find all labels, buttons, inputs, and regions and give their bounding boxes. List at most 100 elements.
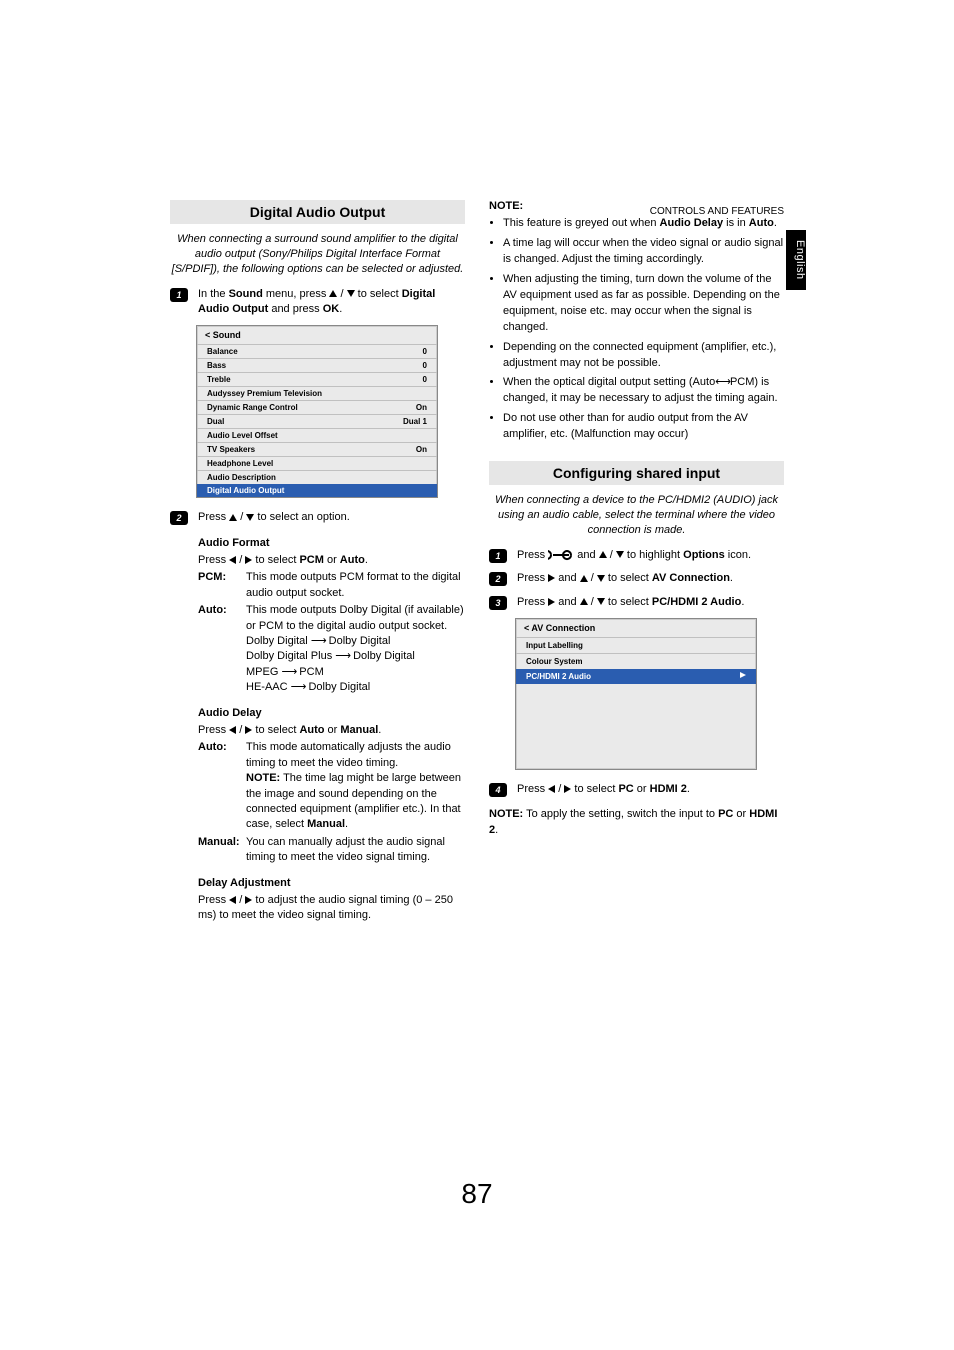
running-head: CONTROLS AND FEATURES — [650, 206, 784, 217]
page: CONTROLS AND FEATURES English Digital Au… — [0, 0, 954, 1350]
step-badge-4: 4 — [489, 783, 507, 797]
left-icon — [229, 896, 236, 904]
text: to select — [605, 596, 652, 608]
menu-row-highlight: Digital Audio Output — [197, 484, 437, 497]
up-icon — [229, 514, 237, 521]
up-icon — [580, 598, 588, 605]
intro-left: When connecting a surround sound amplifi… — [170, 232, 465, 277]
text: Dolby Digital Plus — [246, 650, 335, 662]
auto-option: Auto: This mode outputs Dolby Digital (i… — [198, 603, 465, 695]
bold: Options — [683, 549, 725, 561]
sound-menu-screenshot: < Sound Balance0Bass0Treble0Audyssey Pre… — [196, 325, 438, 498]
text: This mode automatically adjusts the audi… — [246, 741, 451, 768]
delay-auto-option: Auto: This mode automatically adjusts th… — [198, 740, 465, 832]
left-icon — [229, 556, 236, 564]
audio-format-block: Audio Format Press / to select PCM or Au… — [198, 536, 465, 569]
value: You can manually adjust the audio signal… — [246, 835, 465, 866]
value: This mode outputs PCM format to the digi… — [246, 570, 465, 601]
bold: OK — [323, 303, 340, 315]
chevron-right-icon — [740, 672, 746, 678]
audio-format-heading: Audio Format — [198, 536, 465, 551]
text: or — [634, 783, 650, 795]
text: HE-AAC — [246, 681, 291, 693]
two-column-layout: Digital Audio Output When connecting a s… — [170, 200, 784, 924]
footnote: NOTE: To apply the setting, switch the i… — [489, 807, 784, 838]
down-icon — [347, 290, 355, 297]
text: and — [555, 596, 579, 608]
step-badge-2: 2 — [489, 572, 507, 586]
menu-label: Digital Audio Output — [207, 486, 284, 495]
text: MPEG — [246, 666, 281, 678]
menu-row: Audio Description — [197, 470, 437, 484]
step-2-right: 2 Press and / to select AV Connection. — [489, 571, 784, 586]
bold: PC/HDMI 2 Audio — [652, 596, 741, 608]
step-1-right: 1 Press and / to highlight Options icon. — [489, 548, 784, 563]
step-1-text: Press and / to highlight Options icon. — [517, 548, 784, 563]
menu-row: Audio Level Offset — [197, 428, 437, 442]
text: to select an option. — [254, 511, 349, 523]
step-badge-1: 1 — [489, 549, 507, 563]
text: to select — [252, 724, 299, 736]
text: and — [555, 572, 579, 584]
text: Dolby Digital — [350, 650, 415, 662]
delay-adjustment-line: Press / to adjust the audio signal timin… — [198, 893, 465, 924]
pcm-option: PCM: This mode outputs PCM format to the… — [198, 570, 465, 601]
step-3-text: Press and / to select PC/HDMI 2 Audio. — [517, 595, 784, 610]
text: To apply the setting, switch the input t… — [523, 808, 718, 820]
step-4-text: Press / to select PC or HDMI 2. — [517, 782, 784, 797]
arrow-icon: ⟶ — [311, 635, 326, 647]
audio-format-line: Press / to select PCM or Auto. — [198, 553, 465, 568]
step-badge-3: 3 — [489, 596, 507, 610]
bold: NOTE: — [246, 772, 280, 784]
audio-delay-line: Press / to select Auto or Manual. — [198, 723, 465, 738]
note-item: When adjusting the timing, turn down the… — [503, 272, 784, 336]
bold: Manual — [340, 724, 378, 736]
text: or — [324, 724, 340, 736]
text: Press — [517, 572, 548, 584]
text: to adjust the audio signal timing (0 – 2… — [198, 894, 453, 921]
left-icon — [548, 785, 555, 793]
text: Press — [198, 554, 229, 566]
menu-row: Headphone Level — [197, 456, 437, 470]
note-block: NOTE: This feature is greyed out when Au… — [489, 200, 784, 443]
menu-row: DualDual 1 — [197, 414, 437, 428]
menu-row: Colour System — [516, 653, 756, 669]
up-icon — [329, 290, 337, 297]
text: or — [324, 554, 340, 566]
step-badge-1: 1 — [170, 288, 188, 302]
menu-row: Balance0 — [197, 344, 437, 358]
menu-row: Input Labelling — [516, 637, 756, 653]
bold: Auto — [299, 724, 324, 736]
label: PCM: — [198, 570, 246, 601]
bold: AV Connection — [652, 572, 730, 584]
value: This mode automatically adjusts the audi… — [246, 740, 465, 832]
text: Press — [517, 596, 548, 608]
text: Dolby Digital — [246, 635, 311, 647]
step-1-left: 1 In the Sound menu, press / to select D… — [170, 287, 465, 318]
quick-icon — [548, 549, 574, 561]
text: and press — [268, 303, 322, 315]
note-item: When the optical digital output setting … — [503, 375, 784, 407]
bold: HDMI 2 — [650, 783, 687, 795]
language-tab: English — [786, 230, 806, 290]
step-4-right: 4 Press / to select PC or HDMI 2. — [489, 782, 784, 797]
step-1-text: In the Sound menu, press / to select Dig… — [198, 287, 465, 318]
bold: PC — [718, 808, 733, 820]
text: or — [733, 808, 749, 820]
value: This mode outputs Dolby Digital (if avai… — [246, 603, 465, 695]
intro-right: When connecting a device to the PC/HDMI2… — [489, 493, 784, 538]
text: and — [574, 549, 598, 561]
arrow-icon: ⟶ — [335, 650, 350, 662]
menu-row: TV SpeakersOn — [197, 442, 437, 456]
menu-row: Dynamic Range ControlOn — [197, 400, 437, 414]
audio-delay-block: Audio Delay Press / to select Auto or Ma… — [198, 706, 465, 739]
arrow-icon: ⟶ — [291, 681, 306, 693]
down-icon — [597, 575, 605, 582]
text: Dolby Digital — [326, 635, 391, 647]
step-2-text: Press and / to select AV Connection. — [517, 571, 784, 586]
audio-delay-heading: Audio Delay — [198, 706, 465, 721]
bold: Manual — [307, 818, 345, 830]
note-item: A time lag will occur when the video sig… — [503, 236, 784, 268]
text: Dolby Digital — [305, 681, 370, 693]
bold: Sound — [229, 288, 263, 300]
